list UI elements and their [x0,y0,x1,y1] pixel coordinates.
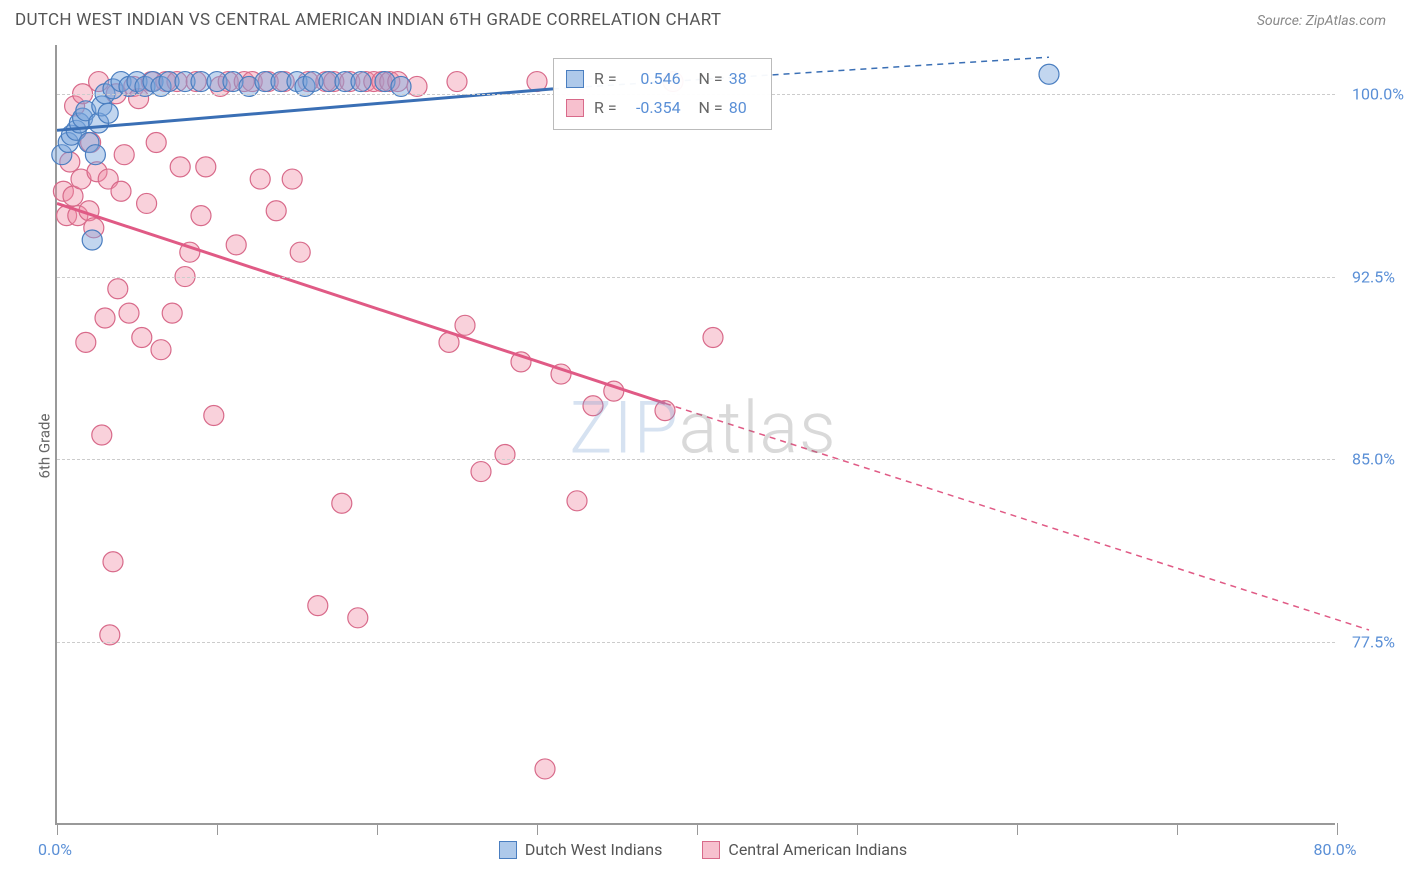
legend-swatch-blue-icon [499,841,517,859]
x-tick [217,823,218,835]
scatter-point [114,145,134,165]
y-tick-label: 85.0% [1352,450,1395,469]
scatter-point [103,552,123,572]
x-tick-label: 80.0% [1314,840,1357,859]
scatter-point [282,169,302,189]
r-label: R = [594,65,617,94]
n-label: N = [691,65,723,94]
scatter-point [132,328,152,348]
scatter-point [250,169,270,189]
chart-source: Source: ZipAtlas.com [1257,13,1386,29]
scatter-point [196,157,216,177]
scatter-point [170,157,190,177]
scatter-point [535,759,555,779]
scatter-point [111,181,131,201]
chart-title: DUTCH WEST INDIAN VS CENTRAL AMERICAN IN… [15,10,721,30]
scatter-point [1039,64,1059,84]
legend-swatch-pink [566,99,584,117]
scatter-point [351,72,371,92]
scatter-point [85,145,105,165]
y-tick-label: 77.5% [1352,633,1395,652]
scatter-point [471,462,491,482]
scatter-point [95,308,115,328]
series-legend: Dutch West Indians Central American Indi… [0,840,1406,859]
scatter-point [583,396,603,416]
legend-row-blue: R = 0.546 N = 38 [566,65,759,94]
scatter-point [332,493,352,513]
y-tick-label: 100.0% [1352,84,1404,103]
r-value-blue: 0.546 [623,65,681,94]
scatter-point [290,242,310,262]
gridline-h [57,642,1335,643]
scatter-point [191,206,211,226]
x-tick [857,823,858,835]
chart-plot-area: 77.5%85.0%92.5%100.0% [55,45,1335,825]
x-tick [697,823,698,835]
trend-line-dashed [665,403,1369,630]
scatter-point [447,72,467,92]
scatter-point [76,332,96,352]
scatter-point [137,193,157,213]
x-tick [537,823,538,835]
scatter-point [455,315,475,335]
x-tick [1017,823,1018,835]
n-value-pink: 80 [729,94,759,123]
scatter-point [266,201,286,221]
n-label: N = [691,94,723,123]
legend-label-pink: Central American Indians [728,840,907,859]
legend-row-pink: R = -0.354 N = 80 [566,94,759,123]
scatter-point [151,340,171,360]
scatter-point [98,103,118,123]
scatter-point [204,406,224,426]
scatter-point [308,596,328,616]
legend-item-blue: Dutch West Indians [499,840,663,859]
r-value-pink: -0.354 [623,94,681,123]
legend-swatch-pink-icon [702,841,720,859]
n-value-blue: 38 [729,65,759,94]
gridline-h [57,277,1335,278]
scatter-point [119,303,139,323]
scatter-point [567,491,587,511]
legend-item-pink: Central American Indians [702,840,907,859]
x-tick [1177,823,1178,835]
scatter-svg [57,45,1335,823]
legend-label-blue: Dutch West Indians [525,840,663,859]
scatter-point [348,608,368,628]
scatter-point [703,328,723,348]
scatter-point [108,279,128,299]
trend-line-solid [57,203,665,403]
r-label: R = [594,94,617,123]
scatter-point [82,230,102,250]
x-tick [1337,823,1338,835]
x-tick-label: 0.0% [38,840,72,859]
gridline-h [57,459,1335,460]
scatter-point [162,303,182,323]
scatter-point [146,133,166,153]
x-tick [377,823,378,835]
scatter-point [495,445,515,465]
correlation-legend: R = 0.546 N = 38 R = -0.354 N = 80 [553,58,772,130]
y-axis-label: 6th Grade [35,414,53,479]
scatter-point [226,235,246,255]
legend-swatch-blue [566,70,584,88]
scatter-point [92,425,112,445]
x-tick [57,823,58,835]
y-tick-label: 92.5% [1352,267,1395,286]
